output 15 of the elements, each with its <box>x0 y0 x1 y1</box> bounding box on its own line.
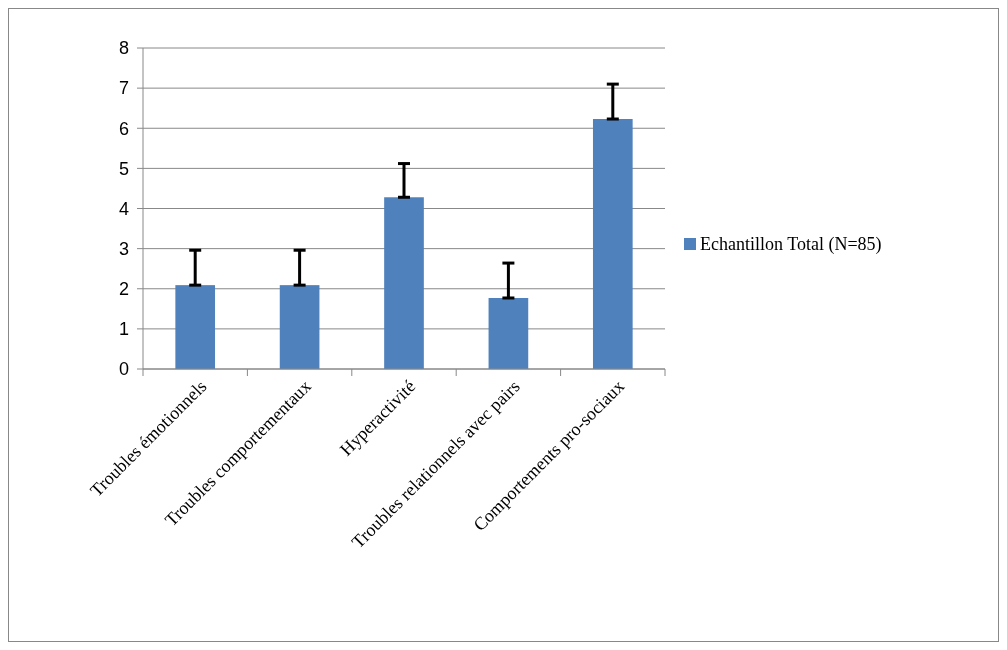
bar <box>175 285 216 369</box>
y-tick-label: 8 <box>118 38 129 59</box>
y-tick-label: 1 <box>118 319 129 340</box>
y-tick-label: 5 <box>118 158 129 179</box>
y-tick-label: 3 <box>118 238 129 259</box>
y-tick-label: 4 <box>118 198 129 219</box>
y-tick-label: 0 <box>118 359 129 380</box>
bar <box>279 285 320 369</box>
bar <box>384 197 424 369</box>
y-tick-label: 2 <box>118 279 129 300</box>
y-tick-label: 6 <box>118 118 129 139</box>
bar <box>592 119 633 369</box>
legend-label: Echantillon Total (N=85) <box>700 234 882 256</box>
y-tick-label: 7 <box>118 78 129 99</box>
bar <box>488 297 529 369</box>
